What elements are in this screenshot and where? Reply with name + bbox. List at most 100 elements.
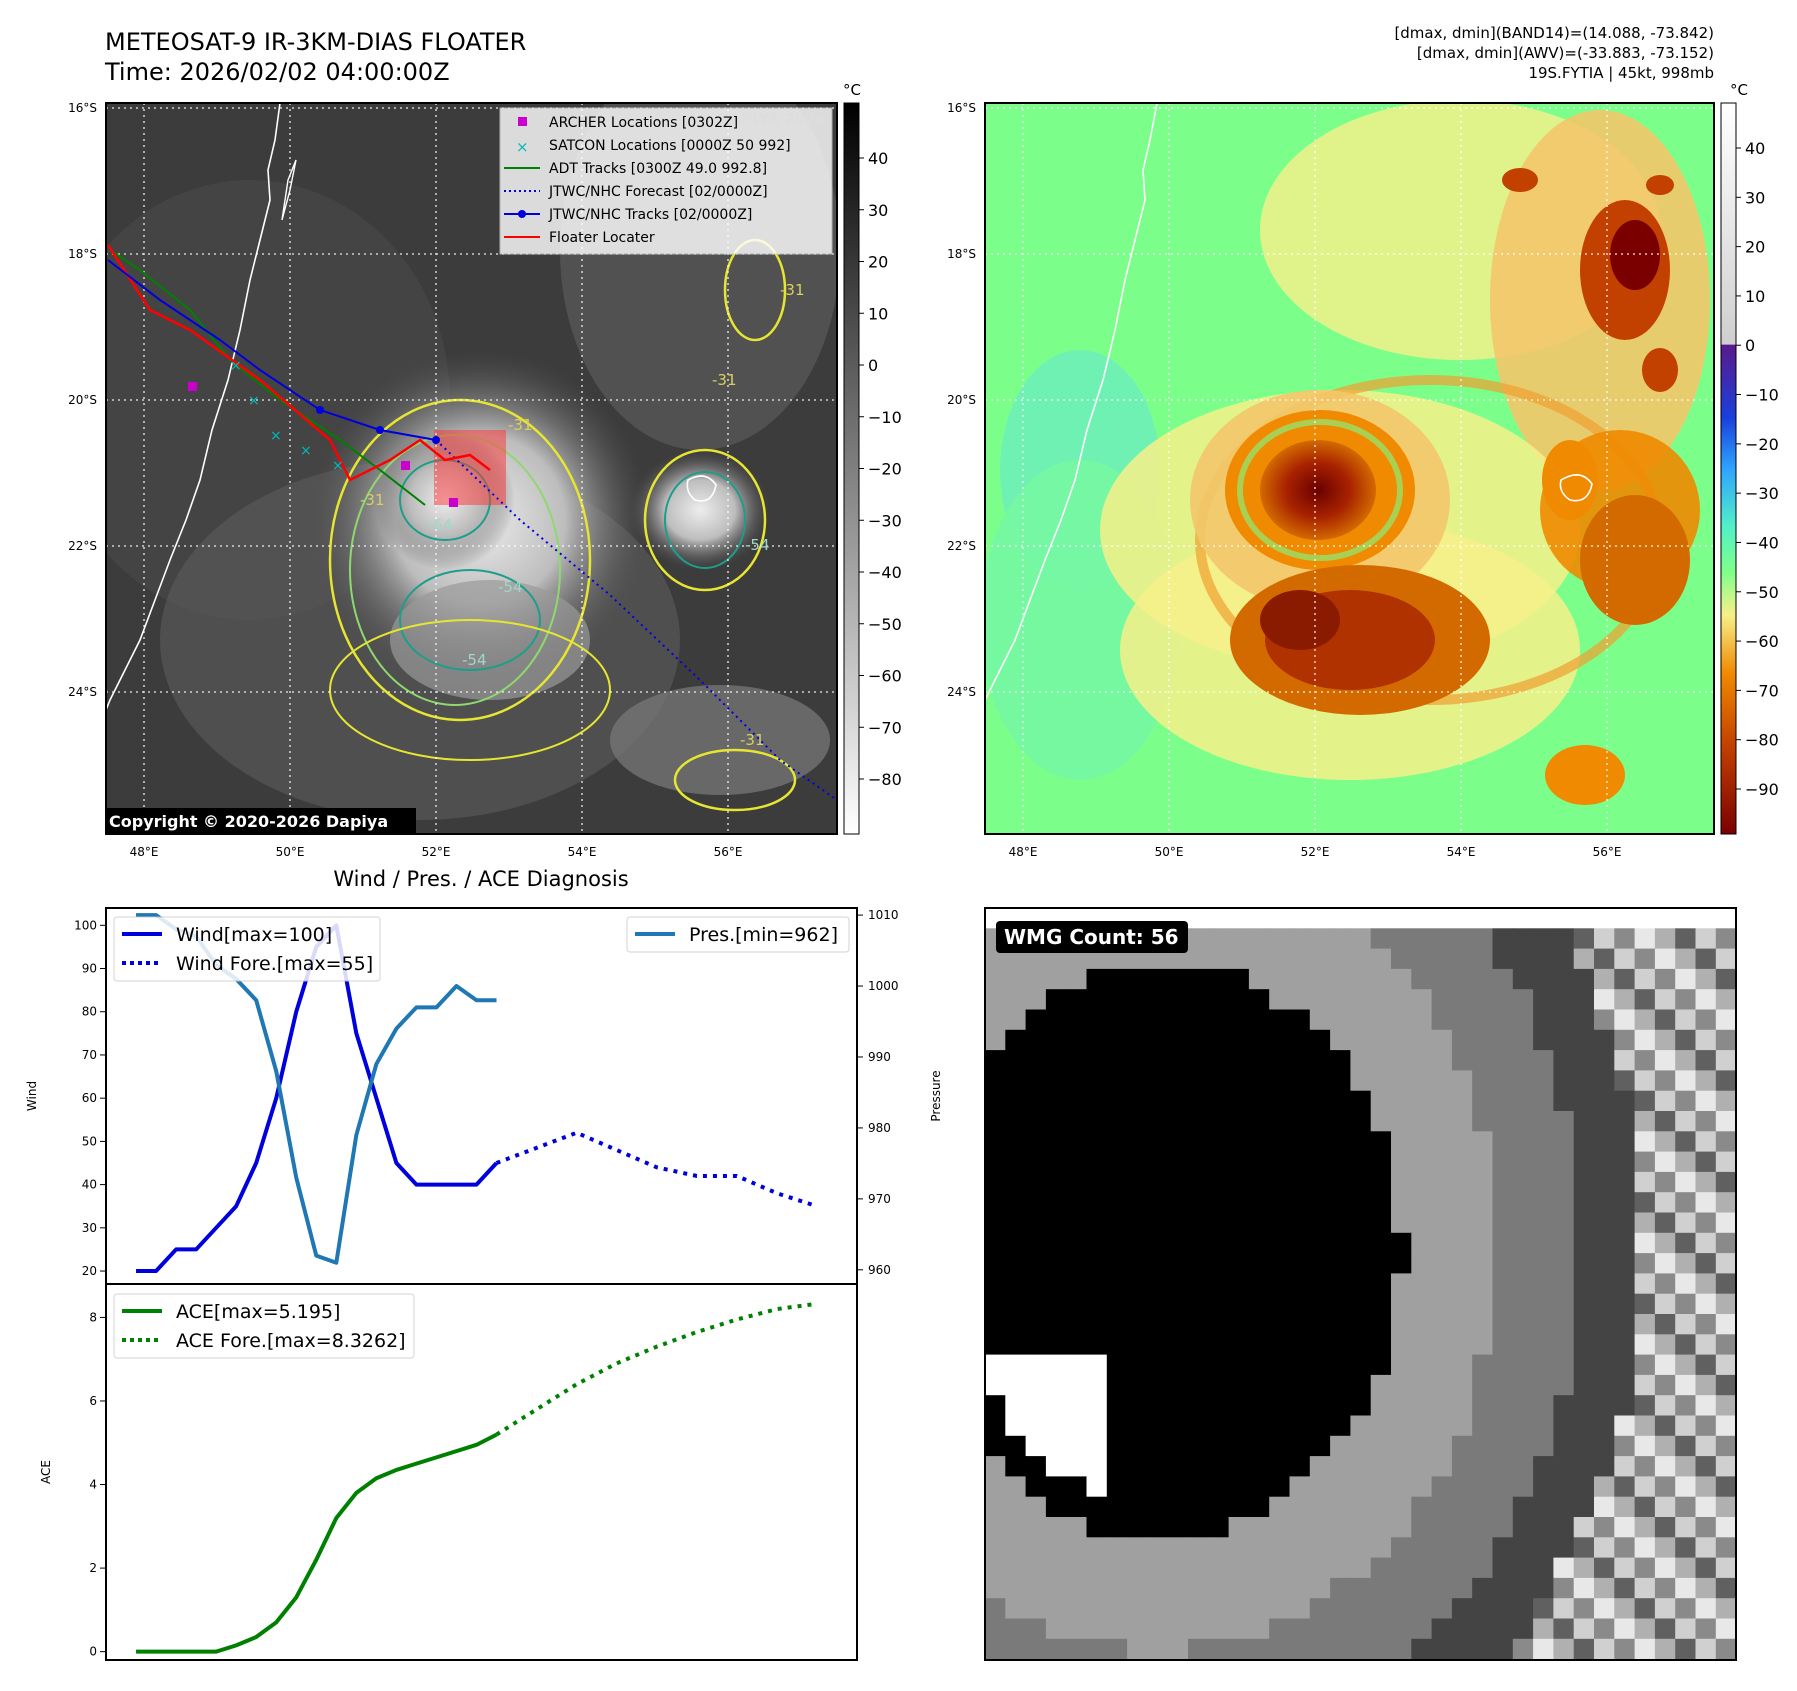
y-tick-label: 4 — [89, 1478, 97, 1492]
colorbar-tick-label: −80 — [868, 770, 902, 789]
lon-label: 48°E — [1009, 845, 1038, 859]
floater-box — [434, 430, 506, 505]
adt-track — [109, 249, 426, 506]
enhanced-satellite-image — [985, 103, 1714, 834]
ace-forecast-series-line — [495, 1301, 818, 1437]
y-tick-label: 60 — [82, 1091, 97, 1105]
madagascar-coastline — [106, 103, 281, 711]
wmg-panel: WMG Count: 56 — [984, 907, 1737, 1661]
lon-label: 54°E — [568, 845, 597, 859]
colorbar-tick-label: 40 — [868, 149, 888, 168]
y-tick-label-right: 980 — [868, 1121, 891, 1135]
enhanced-map-frame — [984, 102, 1715, 835]
colorbar-tick-label: 20 — [868, 253, 888, 272]
wind-forecast-series-line — [495, 1130, 818, 1209]
legend-label: Pres.[min=962] — [689, 924, 838, 946]
lon-label: 50°E — [1155, 845, 1184, 859]
lon-label: 56°E — [1593, 845, 1622, 859]
contour-label: -31 — [508, 416, 533, 434]
lat-label: 18°S — [947, 247, 976, 261]
wmg-count-badge — [996, 921, 1188, 953]
ir-colorbar: °C 40 30 20 10 0 −10 −20 −30 −40 −50 −60 −70 −80 — [843, 81, 902, 835]
y-tick-label-right: 1010 — [868, 908, 899, 922]
colorbar-tick-label: −50 — [1745, 583, 1779, 602]
lon-label: 52°E — [1301, 845, 1330, 859]
colorbar-tick-label: 30 — [1745, 188, 1765, 207]
lat-label: 20°S — [947, 393, 976, 407]
y-tick-label: 40 — [82, 1178, 97, 1192]
contour-label: -31 — [780, 281, 805, 299]
colorbar-tick-label: −20 — [868, 460, 902, 479]
floater-locater-track — [106, 244, 491, 482]
square-marker-icon — [518, 117, 527, 126]
lon-label: 54°E — [1447, 845, 1476, 859]
legend-label: ARCHER Locations [0302Z] — [549, 115, 738, 131]
colorbar-tick-label: −20 — [1745, 435, 1779, 454]
y-tick-label: 0 — [89, 1645, 97, 1659]
lat-label: 16°S — [68, 101, 97, 115]
y-tick-label: 20 — [82, 1264, 97, 1278]
enhanced-ir-map-panel: 16°S 18°S 20°S 22°S 24°S 48°E 50°E 52°E … — [947, 81, 1779, 859]
reunion-island-outline — [1559, 474, 1593, 502]
y-tick-label: 6 — [89, 1394, 97, 1408]
legend-label: Wind Fore.[max=55] — [176, 953, 373, 975]
jtwc-forecast-track — [435, 439, 837, 801]
copyright-label: Copyright © 2020-2026 Dapiya — [109, 812, 388, 831]
contour-label: -31 — [360, 491, 385, 509]
ir-map-panel: -64 -54 -54 -54 -31 -31 -31 -31 -31 × × × ×… — [68, 81, 902, 859]
figure-title-line1: METEOSAT-9 IR-3KM-DIAS FLOATER — [105, 28, 526, 56]
wind-legend: Wind[max=100] Wind Fore.[max=55] — [113, 916, 381, 982]
y-tick-label-right: 1000 — [868, 979, 899, 993]
y-tick-label-right: 970 — [868, 1192, 891, 1206]
colorbar-tick-label: 40 — [1745, 139, 1765, 158]
contour-label: -54 — [462, 651, 487, 669]
contour-label: -54 — [498, 578, 523, 596]
diagnosis-title: Wind / Pres. / ACE Diagnosis — [333, 867, 628, 891]
colorbar-tick-label: −50 — [868, 615, 902, 634]
colorbar-tick-label: 30 — [868, 201, 888, 220]
colorbar-tick-label: 10 — [868, 304, 888, 323]
stats-line1: [dmax, dmin](BAND14)=(14.088, -73.842) — [1394, 24, 1714, 42]
stats-line3: 19S.FYTIA | 45kt, 998mb — [1528, 64, 1714, 82]
contour-label: -54 — [745, 536, 770, 554]
lon-label: 50°E — [276, 845, 305, 859]
satcon-markers: × × × × × — [230, 358, 344, 474]
map-gridlines — [985, 103, 1714, 834]
reunion-island-outline — [686, 475, 717, 502]
figure-title-line2: Time: 2026/02/02 04:00:00Z — [104, 58, 450, 86]
legend-label: JTWC/NHC Tracks [02/0000Z] — [548, 207, 752, 223]
ace-chart: 0 2 4 6 8 ACE ACE[max=5.195] ACE Fore.[max=8… — [39, 1283, 858, 1661]
lat-label: 22°S — [68, 539, 97, 553]
contour-label: -31 — [712, 371, 737, 389]
watermark: © DAPIYA 2026 — [697, 110, 826, 128]
lat-label: 20°S — [68, 393, 97, 407]
x-marker-icon: × — [516, 138, 529, 156]
colorbar-tick-label: −30 — [1745, 484, 1779, 503]
svg-text:×: × — [270, 428, 282, 444]
y-tick-label: 8 — [89, 1310, 97, 1324]
contour-label: -31 — [740, 731, 765, 749]
colorbar-tick-label: −70 — [1745, 681, 1779, 700]
colorbar-tick-label: −10 — [868, 408, 902, 427]
ace-legend: ACE[max=5.195] ACE Fore.[max=8.3262] — [113, 1293, 415, 1359]
legend-label: Floater Locater — [549, 230, 655, 246]
jtwc-track-points — [316, 406, 440, 444]
map-legend: © DAPIYA 2026 ARCHER Locations [0302Z] ×… — [499, 107, 833, 255]
legend-label: ACE Fore.[max=8.3262] — [176, 1330, 406, 1352]
legend-label: ACE[max=5.195] — [176, 1301, 340, 1323]
colorbar-tick-label: −60 — [868, 667, 902, 686]
wmg-count-label: WMG Count: 56 — [1004, 925, 1179, 949]
lat-label: 22°S — [947, 539, 976, 553]
colorbar-tick-label: 0 — [1745, 336, 1755, 355]
wmg-pixel-grid — [985, 908, 1737, 1660]
y-tick-label: 2 — [89, 1561, 97, 1575]
y-tick-label: 70 — [82, 1048, 97, 1062]
y-tick-label: 90 — [82, 962, 97, 976]
colorbar-tick-label: −30 — [868, 511, 902, 530]
colorbar-tick-label: 20 — [1745, 238, 1765, 257]
contour-label: -64 — [428, 516, 453, 534]
svg-text:×: × — [332, 458, 344, 474]
lon-label: 52°E — [422, 845, 451, 859]
colorbar-tick-label: −80 — [1745, 731, 1779, 750]
svg-text:×: × — [248, 393, 260, 409]
